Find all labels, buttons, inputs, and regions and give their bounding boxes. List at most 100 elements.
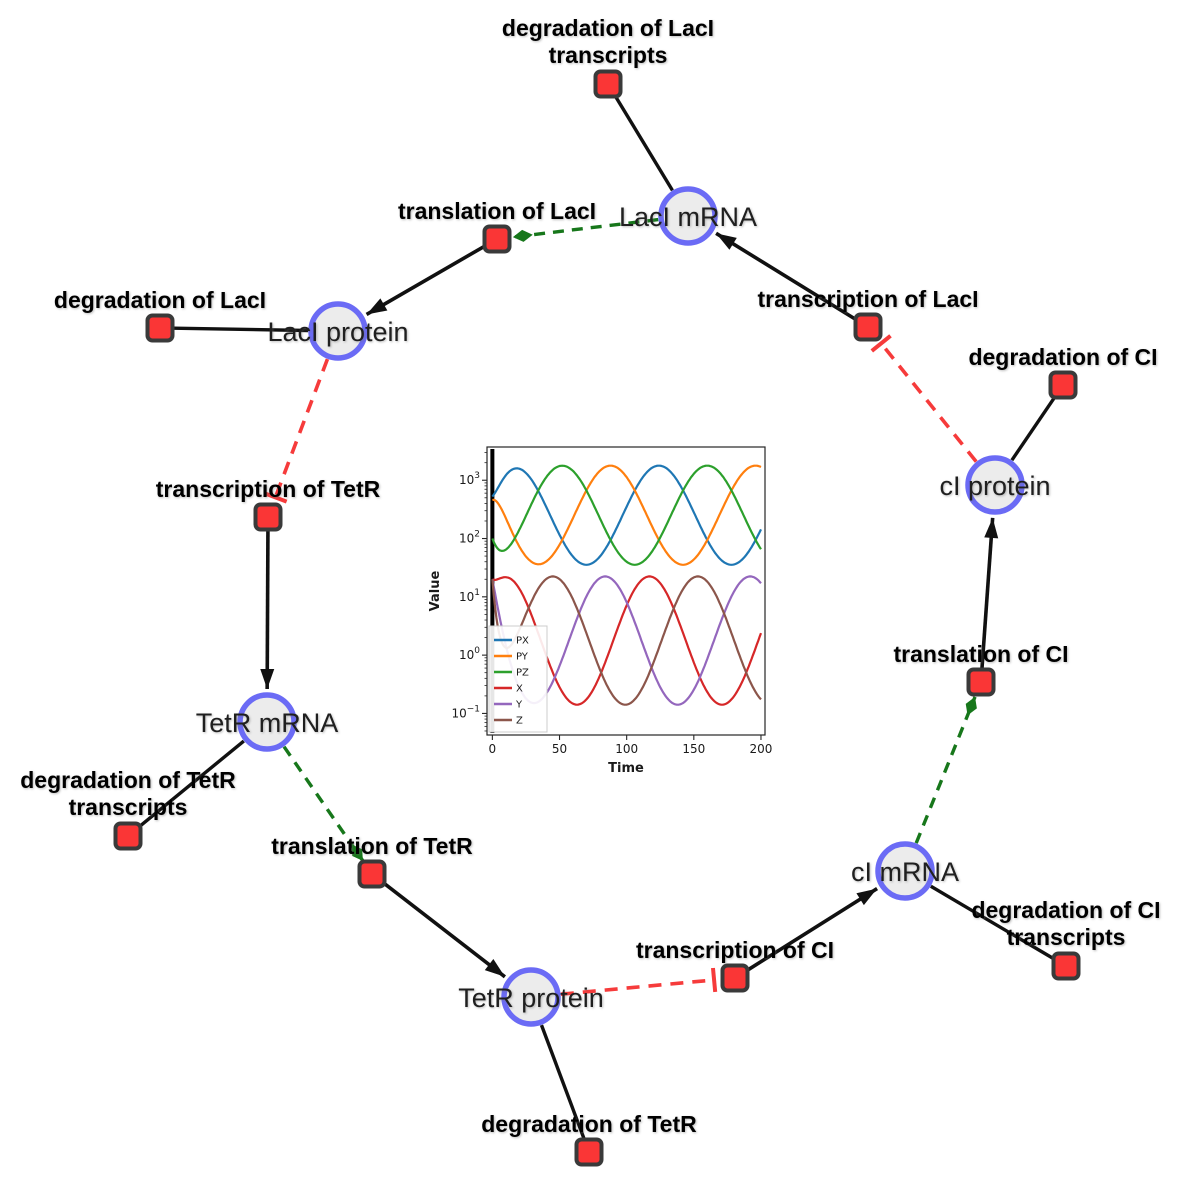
edge-production-translation-ci-to-ci-protein [980,517,999,669]
reaction-label-transcription-laci: transcription of LacI [757,286,978,312]
reaction-label-line: transcription of CI [636,937,834,963]
edge-modifier-tetr-mrna-to-translation-tetr [282,745,365,862]
reaction-label-translation-laci: translation of LacI [398,198,596,224]
species-label-ci-mrna: cI mRNA [851,857,959,887]
reaction-label-line: degradation of TetR [481,1111,697,1137]
reaction-label-deg-laci-transcripts: degradation of LacI transcripts [502,15,714,68]
reaction-label-deg-tetr-transcripts: degradation of TetR transcripts [20,767,236,820]
y-axis-title: Value [428,570,443,611]
reaction-label-translation-ci: translation of CI [893,641,1068,667]
reaction-label-line: degradation of CI [971,897,1160,923]
reaction-label-line: translation of CI [893,641,1068,667]
edge-consumption-laci-protein-to-deg-laci [173,326,309,333]
y-tick-label: 102 [459,530,480,546]
edge-production-transcription-tetr-to-tetr-mrna [260,530,275,690]
reaction-label-line: transcripts [549,42,668,68]
nodes-layer [113,69,1081,1167]
species-node-laci-mrna[interactable] [658,186,718,246]
simulation-plot: 103 102 101 100 10−1 0 50 100 150 200 PX PY PZ X Y Z Tim… [425,440,781,776]
x-tick-label: 200 [750,742,773,756]
reaction-label-deg-ci-transcripts: degradation of CI transcripts [971,897,1160,950]
reaction-node-deg-laci-transcripts[interactable] [593,69,623,99]
plot-background [425,440,781,776]
species-node-tetr-protein[interactable] [501,967,561,1027]
reaction-label-line: degradation of LacI [502,15,714,41]
reaction-label-line: transcription of TetR [156,476,381,502]
y-tick-label: 103 [459,471,480,487]
simulation-plot-svg: 103 102 101 100 10−1 0 50 100 150 200 PX PY PZ XYZ Tim… [425,440,781,776]
reaction-label-line: translation of TetR [271,833,473,859]
reaction-label-line: transcription of LacI [757,286,978,312]
reaction-label-line: degradation of CI [968,344,1157,370]
edge-consumption-laci-mrna-to-deg-laci-transcripts [613,95,674,192]
legend-entry-label: PZ [516,668,529,679]
edge-inhibition-laci-protein-to-transcription-tetr [263,358,330,504]
legend-entry-label: PY [516,652,529,663]
reaction-label-translation-tetr: translation of TetR [271,833,473,859]
reaction-node-deg-tetr-transcripts[interactable] [113,821,143,851]
series-curve-PZ [491,464,762,566]
plot-frame [486,446,766,736]
reaction-node-transcription-ci[interactable] [720,963,750,993]
reaction-label-transcription-tetr: transcription of TetR [156,476,381,502]
edge-production-transcription-laci-to-laci-mrna [715,231,858,322]
edge-consumption-tetr-mrna-to-deg-tetr-transcripts [137,739,245,829]
series-curve-Z [491,575,762,706]
legend-entry-label: X [516,684,523,695]
reaction-label-line: degradation of TetR [20,767,236,793]
edge-modifier-laci-mrna-to-translation-laci [512,217,659,242]
reaction-label-line: translation of LacI [398,198,596,224]
plot-legend: PX PY PZ XYZ [488,625,548,733]
y-tick-label: 100 [459,646,480,662]
reaction-label-deg-ci: degradation of CI [968,344,1157,370]
species-label-laci-protein: LacI protein [267,317,408,347]
reaction-node-deg-laci[interactable] [145,313,175,343]
x-tick-label: 150 [682,742,705,756]
edges-layer [137,95,1057,1140]
edge-consumption-tetr-protein-to-deg-tetr [539,1024,586,1140]
reaction-node-transcription-laci[interactable] [853,312,883,342]
edge-production-translation-tetr-to-tetr-protein [381,881,506,979]
legend-entry-label: PX [516,636,529,647]
reaction-node-translation-laci[interactable] [482,224,512,254]
reaction-node-deg-ci-transcripts[interactable] [1051,951,1081,981]
legend-entry-label: Y [515,700,523,711]
species-label-laci-mrna: LacI mRNA [619,202,757,232]
edge-modifier-ci-mrna-to-translation-ci [914,696,977,844]
species-node-tetr-mrna[interactable] [237,692,297,752]
reaction-node-deg-ci[interactable] [1048,370,1078,400]
edge-consumption-ci-mrna-to-deg-ci-transcripts [929,884,1055,961]
reaction-label-transcription-ci: transcription of CI [636,937,834,963]
species-label-ci-protein: cI protein [939,471,1050,501]
legend-entry-label: Z [516,716,523,727]
series-curve-PX [491,464,762,566]
edge-production-transcription-ci-to-ci-mrna [745,887,879,973]
labels-layer: degradation of LacI transcriptstranslatio… [20,15,1160,1137]
y-tick-label: 10−1 [451,704,480,720]
edge-inhibition-ci-protein-to-transcription-laci [870,334,978,463]
x-tick-label: 0 [489,742,497,756]
reaction-label-line: transcripts [1007,924,1126,950]
species-node-ci-mrna[interactable] [875,841,935,901]
y-tick-label: 101 [459,588,480,604]
reaction-label-deg-laci: degradation of LacI [54,287,266,313]
edge-consumption-ci-protein-to-deg-ci [1010,395,1057,462]
x-axis-title: Time [608,761,644,776]
reaction-node-deg-tetr[interactable] [574,1137,604,1167]
legend-box [488,625,548,733]
x-tick-label: 100 [615,742,638,756]
edge-production-translation-laci-to-laci-protein [365,244,486,317]
reaction-label-deg-tetr: degradation of TetR [481,1111,697,1137]
reaction-node-translation-ci[interactable] [966,667,996,697]
reaction-node-translation-tetr[interactable] [357,859,387,889]
species-node-laci-protein[interactable] [308,301,368,361]
species-label-tetr-mrna: TetR mRNA [196,708,339,738]
species-node-ci-protein[interactable] [965,455,1025,515]
x-tick-label: 50 [552,742,567,756]
reaction-label-line: transcripts [69,794,188,820]
reaction-node-transcription-tetr[interactable] [253,502,283,532]
series-curve-PY [492,464,762,566]
reaction-label-line: degradation of LacI [54,287,266,313]
